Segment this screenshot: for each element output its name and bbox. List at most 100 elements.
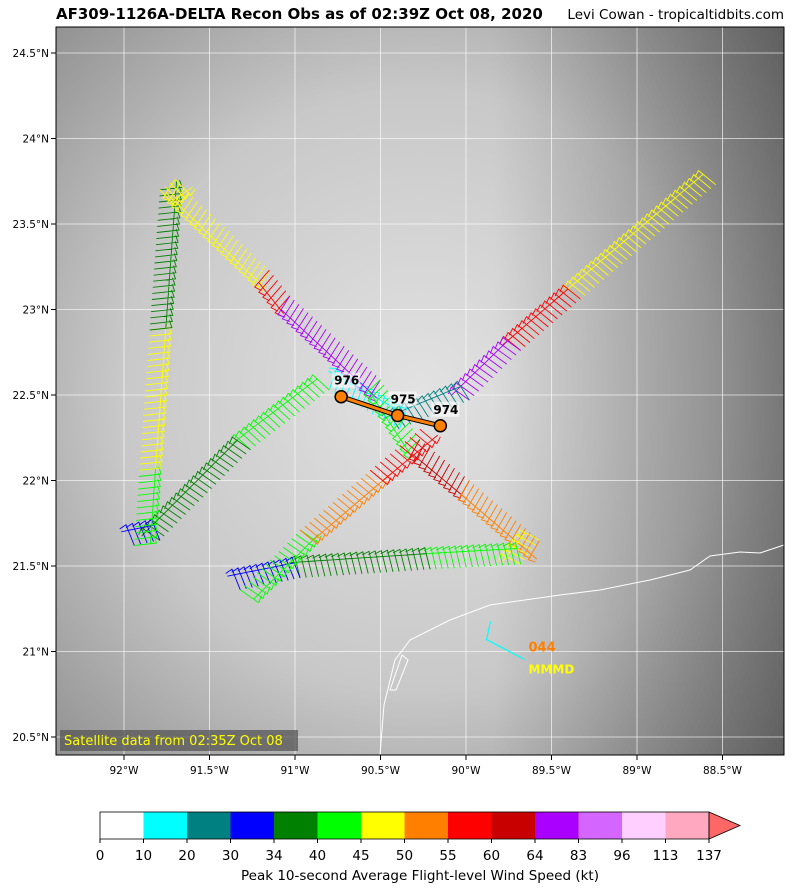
wind-barbs (369, 428, 441, 486)
satellite-label-box (60, 730, 298, 751)
lat-tick-label: 21°N (23, 647, 49, 659)
lat-tick-label: 20.5°N (13, 732, 49, 744)
colorbar-tick-label: 45 (352, 848, 369, 864)
coastline-lagoon (389, 654, 409, 691)
colorbar-tick-label: 113 (653, 848, 679, 864)
axis-ticks: 92°W 91.5°W 91°W 90.5°W 90°W 89.5°W 89°W 88.5°W… (13, 48, 743, 777)
colorbar-tick-label: 55 (439, 848, 456, 864)
wind-barbs (134, 460, 163, 546)
track-segment (499, 284, 581, 351)
lon-tick-label: 92°W (110, 765, 140, 777)
credit-text: Levi Cowan - tropicaltidbits.com (567, 7, 784, 23)
wind-barbs (299, 469, 392, 545)
lat-tick-label: 24°N (23, 134, 49, 146)
wind-barbs (162, 179, 270, 292)
colorbar-tick-label: 10 (135, 848, 152, 864)
center-fixes: 976 975 974 (332, 372, 460, 433)
colorbar-bin (578, 812, 623, 839)
colorbar-tick-label: 137 (696, 848, 722, 864)
pressure-label-bg (332, 372, 361, 388)
colorbar-bin (230, 812, 275, 839)
gridlines (56, 27, 784, 755)
colorbar-bin (274, 812, 318, 839)
lat-tick-label: 22°N (23, 476, 49, 488)
wind-barbs (363, 379, 421, 460)
colorbar-bin (665, 812, 710, 839)
track-segment (447, 336, 521, 401)
wind-barbs (240, 529, 322, 604)
center-pressure-label: 975 (391, 393, 416, 407)
colorbar-tick-label: 64 (526, 848, 543, 864)
coastline (379, 544, 785, 756)
track-segment (363, 379, 421, 460)
track-segment (229, 374, 330, 451)
satellite-label: Satellite data from 02:35Z Oct 08 (64, 734, 283, 749)
wind-barbs (447, 336, 521, 401)
wind-barbs (229, 374, 330, 451)
wind-barbs (287, 547, 431, 579)
colorbar-tick-label: 60 (483, 848, 500, 864)
lat-tick-label: 22.5°N (13, 390, 49, 402)
map-panel: 044 MMMD 976 975 974 Satellite data from 02… (55, 26, 785, 756)
track-segment (134, 460, 163, 546)
wind-barbs (253, 269, 291, 317)
lat-tick-label: 23.5°N (13, 219, 49, 231)
lat-tick-label: 21.5°N (13, 561, 49, 573)
lat-tick-label: 23°N (23, 305, 49, 317)
lon-tick-label: 89.5°W (532, 765, 572, 777)
wind-barbs (149, 180, 183, 331)
track-segment (253, 269, 291, 317)
center-pressure-label: 974 (433, 403, 458, 417)
lon-tick-label: 88.5°W (703, 765, 743, 777)
colorbar-extend-arrow (708, 811, 742, 840)
colorbar-bin (100, 812, 144, 839)
colorbar-label: Peak 10-second Average Flight-level Wind… (241, 868, 599, 884)
colorbar-bin (317, 812, 362, 839)
track-segment (417, 541, 522, 570)
colorbar: 0 10 20 30 34 40 45 50 55 60 64 83 96 113 137 (96, 811, 742, 864)
lon-tick-label: 91.5°W (190, 765, 230, 777)
lat-tick-label: 24.5°N (13, 48, 49, 60)
track-segment (139, 320, 173, 471)
wind-barbs (499, 284, 581, 351)
wind-barbs (417, 541, 522, 570)
track-segment (240, 529, 322, 604)
colorbar-tick-label: 83 (570, 848, 587, 864)
colorbar-bin (187, 812, 231, 839)
dropsonde-barb (485, 621, 525, 661)
track-segment (149, 180, 183, 331)
track-segment (369, 428, 441, 486)
center-fix-marker (334, 389, 348, 404)
colorbar-bin (448, 812, 492, 839)
dropsonde-value: 044 (529, 641, 556, 656)
colorbar-bin (361, 812, 405, 839)
track-segment (287, 547, 431, 579)
colorbar-tick-label: 0 (96, 848, 105, 864)
plot-title: AF309-1126A-DELTA Recon Obs as of 02:39Z… (56, 5, 543, 23)
lon-tick-label: 90°W (452, 765, 482, 777)
wind-barbs (139, 320, 173, 471)
colorbar-tick-label: 50 (396, 848, 413, 864)
track-segment (299, 469, 392, 545)
center-pressure-label: 976 (334, 374, 359, 388)
colorbar-bin (622, 812, 666, 839)
wind-barbs (559, 169, 716, 300)
satellite-shading (56, 27, 784, 755)
colorbar-bin (404, 812, 449, 839)
center-fix-marker (390, 408, 405, 423)
pressure-label-bg (388, 391, 417, 407)
colorbar-bin (535, 812, 579, 839)
colorbar-tick-label: 96 (613, 848, 630, 864)
lon-tick-label: 89°W (623, 765, 653, 777)
colorbar-tick-label: 34 (265, 848, 282, 864)
colorbar-tick-label: 40 (309, 848, 326, 864)
colorbar-tick-label: 30 (222, 848, 239, 864)
lon-tick-label: 90.5°W (361, 765, 401, 777)
track-segment (162, 179, 270, 292)
colorbar-bin (491, 812, 536, 839)
center-fix-marker (433, 419, 448, 433)
map-frame (55, 26, 785, 756)
dropsonde-ob: 044 MMMD (485, 621, 574, 677)
